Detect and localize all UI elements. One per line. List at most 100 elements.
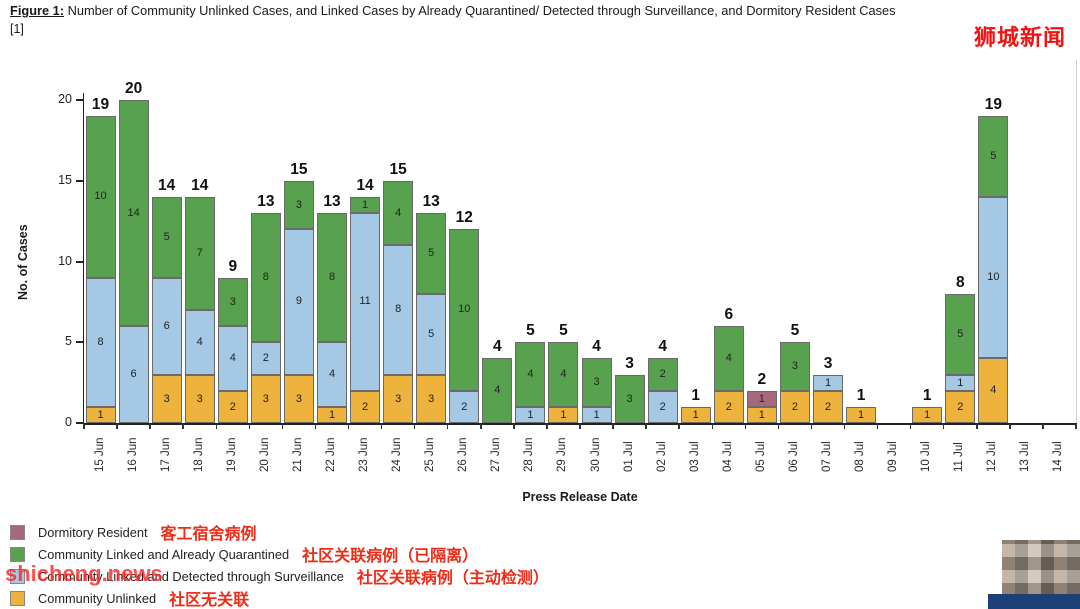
bar-total-label: 9	[228, 257, 238, 275]
bar-total-label: 5	[526, 322, 535, 340]
bar-segment: 1	[912, 406, 943, 423]
bar-total-label: 15	[389, 160, 407, 178]
bar-total-label: 3	[625, 354, 634, 372]
legend-label: Community Unlinked	[38, 590, 157, 606]
bar-segment: 2	[647, 358, 678, 391]
bar-segment: 3	[217, 277, 248, 327]
x-tick-label: 18 Jun	[192, 437, 205, 472]
x-tick-label: 26 Jun	[457, 437, 470, 472]
x-tick-label: 04 Jul	[721, 441, 734, 472]
bar-segment: 2	[713, 390, 744, 423]
bar-segment: 5	[416, 213, 447, 294]
bar-segment: 2	[250, 342, 281, 375]
x-tick-mark	[612, 424, 614, 429]
x-tick-label: 27 Jun	[490, 437, 503, 472]
legend-label: Community Linked and Already Quarantined	[38, 546, 290, 562]
bar-total-label: 4	[493, 338, 502, 356]
x-axis-line	[82, 423, 1077, 425]
y-tick-mark	[76, 260, 83, 263]
x-tick-label: 11 Jul	[953, 442, 966, 472]
legend: Dormitory Resident 客工宿舍病例 Community Linked…	[10, 521, 549, 609]
bar-segment: 10	[85, 116, 116, 278]
bar-total-label: 13	[323, 193, 341, 211]
x-tick-mark	[1009, 424, 1011, 429]
legend-item: Community Linked and Already Quarantined…	[10, 543, 549, 565]
x-tick-mark	[281, 424, 284, 429]
x-tick-label: 02 Jul	[655, 441, 668, 472]
y-tick-mark	[76, 179, 83, 182]
bar-total-label: 12	[455, 209, 473, 227]
pane-right-border	[1076, 60, 1077, 423]
x-tick-label: 22 Jun	[325, 437, 337, 472]
bar-total-label: 2	[757, 370, 767, 388]
bar-segment: 3	[383, 374, 414, 423]
y-tick-label: 0	[65, 415, 72, 429]
bar-segment: 2	[647, 390, 678, 423]
x-tick-label: 10 Jul	[920, 441, 933, 472]
bar-segment: 10	[449, 229, 480, 391]
x-tick-mark	[314, 424, 317, 429]
x-tick-mark	[876, 424, 879, 429]
bar-segment: 4	[978, 358, 1009, 423]
x-tick-label: 16 Jun	[126, 437, 139, 472]
x-tick-mark	[711, 424, 714, 429]
x-tick-mark	[1075, 424, 1077, 429]
x-tick-mark	[843, 424, 846, 429]
bar-total-label: 6	[724, 306, 734, 324]
bar-segment: 1	[846, 406, 877, 423]
bar-total-label: 14	[158, 176, 176, 194]
bar-segment: 2	[449, 390, 480, 423]
y-tick-mark	[76, 99, 83, 101]
bar-segment: 9	[283, 229, 314, 375]
x-tick-mark	[480, 424, 482, 429]
bar-segment: 1	[350, 196, 381, 214]
bar-segment: 4	[184, 309, 215, 375]
x-tick-mark	[83, 424, 85, 429]
figure-footnote: [1]	[10, 22, 24, 36]
x-tick-label: 20 Jun	[258, 437, 271, 472]
bar-segment: 3	[184, 374, 215, 423]
x-tick-label: 15 Jun	[93, 437, 106, 472]
bar-segment: 1	[746, 406, 777, 423]
bar-segment: 4	[713, 326, 744, 391]
bar-total-label: 19	[91, 96, 110, 114]
bar-segment: 1	[85, 406, 116, 423]
watermark-top-right: 狮城新闻	[973, 25, 1066, 50]
bar-total-label: 13	[422, 193, 440, 211]
x-tick-label: 24 Jun	[391, 437, 404, 472]
x-tick-label: 01 Jul	[622, 441, 635, 472]
bar-total-label: 1	[922, 386, 932, 404]
x-tick-label: 30 Jun	[589, 437, 602, 472]
legend-label-chinese: 客工宿舍病例	[160, 526, 257, 543]
bar-segment: 5	[416, 293, 447, 375]
bar-segment: 4	[515, 342, 546, 407]
x-tick-mark	[182, 424, 184, 429]
legend-label-chinese: 社区关联病例（主动检测）	[356, 570, 549, 587]
x-tick-label: 12 Jul	[986, 441, 999, 472]
bar-total-label: 15	[290, 160, 308, 178]
x-tick-mark	[942, 424, 945, 429]
bar-total-label: 5	[559, 322, 568, 340]
x-tick-mark	[744, 424, 747, 429]
bar-segment: 3	[283, 374, 314, 423]
legend-label: Community Linked and Detected through Su…	[38, 568, 344, 584]
bar-segment: 3	[614, 374, 645, 423]
legend-swatch	[10, 590, 25, 606]
bar-total-label: 8	[955, 273, 965, 291]
x-tick-label: 19 Jun	[225, 437, 238, 472]
x-tick-label: 28 Jun	[523, 437, 536, 472]
bar-segment: 3	[779, 342, 810, 391]
bar-segment: 6	[118, 326, 149, 423]
bar-segment: 10	[978, 196, 1009, 359]
x-tick-label: 03 Jul	[688, 441, 701, 472]
x-tick-mark	[149, 424, 151, 429]
legend-swatch	[10, 568, 25, 584]
y-tick-label: 20	[58, 92, 72, 106]
legend-swatch	[10, 524, 25, 540]
x-tick-label: 09 Jul	[887, 441, 900, 472]
bar-segment: 3	[151, 374, 182, 423]
x-tick-label: 07 Jul	[821, 441, 833, 472]
y-tick-label: 5	[65, 334, 72, 349]
bar-segment: 3	[250, 374, 281, 423]
